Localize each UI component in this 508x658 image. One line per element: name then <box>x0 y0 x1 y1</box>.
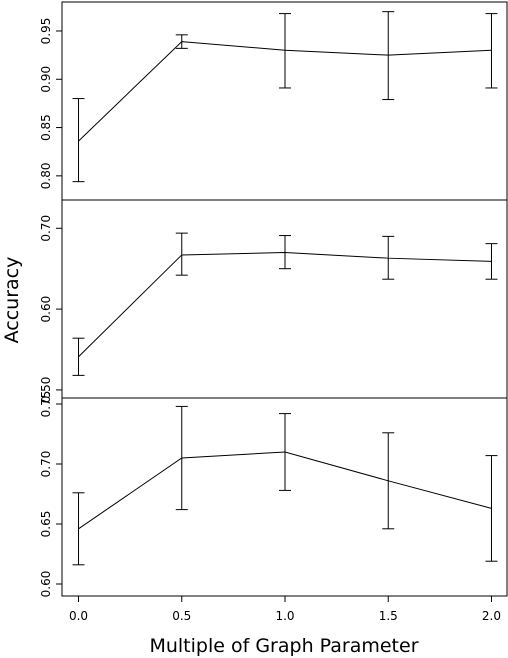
y-tick-label: 0.70 <box>39 215 53 242</box>
panel-frame <box>61 199 508 399</box>
chart-panels: 0.80 0.85 0.90 0.95 0.50 0.60 0.70 0.60 0.65 0.70… <box>39 1 508 598</box>
y-tick-label: 0.85 <box>39 114 53 141</box>
panel-3: 0.60 0.65 0.70 0.75 <box>39 391 508 598</box>
x-tick-label: 1.0 <box>275 609 294 623</box>
y-tick-label: 0.60 <box>39 296 53 323</box>
y-axis-title: Accuracy <box>1 257 23 344</box>
y-tick-label: 0.90 <box>39 66 53 93</box>
x-tick-label: 1.5 <box>379 609 398 623</box>
y-tick-label: 0.70 <box>39 451 53 478</box>
y-tick-label: 0.80 <box>39 162 53 189</box>
x-axis: 0.0 0.5 1.0 1.5 2.0 <box>69 596 501 623</box>
x-axis-title: Multiple of Graph Parameter <box>149 635 418 657</box>
y-tick-label: 0.75 <box>39 391 53 418</box>
panel-1: 0.80 0.85 0.90 0.95 <box>39 1 508 201</box>
y-tick-label: 0.95 <box>39 18 53 45</box>
x-tick-label: 2.0 <box>482 609 501 623</box>
x-tick-label: 0.0 <box>69 609 88 623</box>
y-tick-label: 0.60 <box>39 571 53 598</box>
x-tick-label: 0.5 <box>172 609 191 623</box>
panel-2: 0.50 0.60 0.70 <box>39 199 508 404</box>
y-tick-label: 0.50 <box>39 377 53 404</box>
y-tick-label: 0.65 <box>39 511 53 538</box>
